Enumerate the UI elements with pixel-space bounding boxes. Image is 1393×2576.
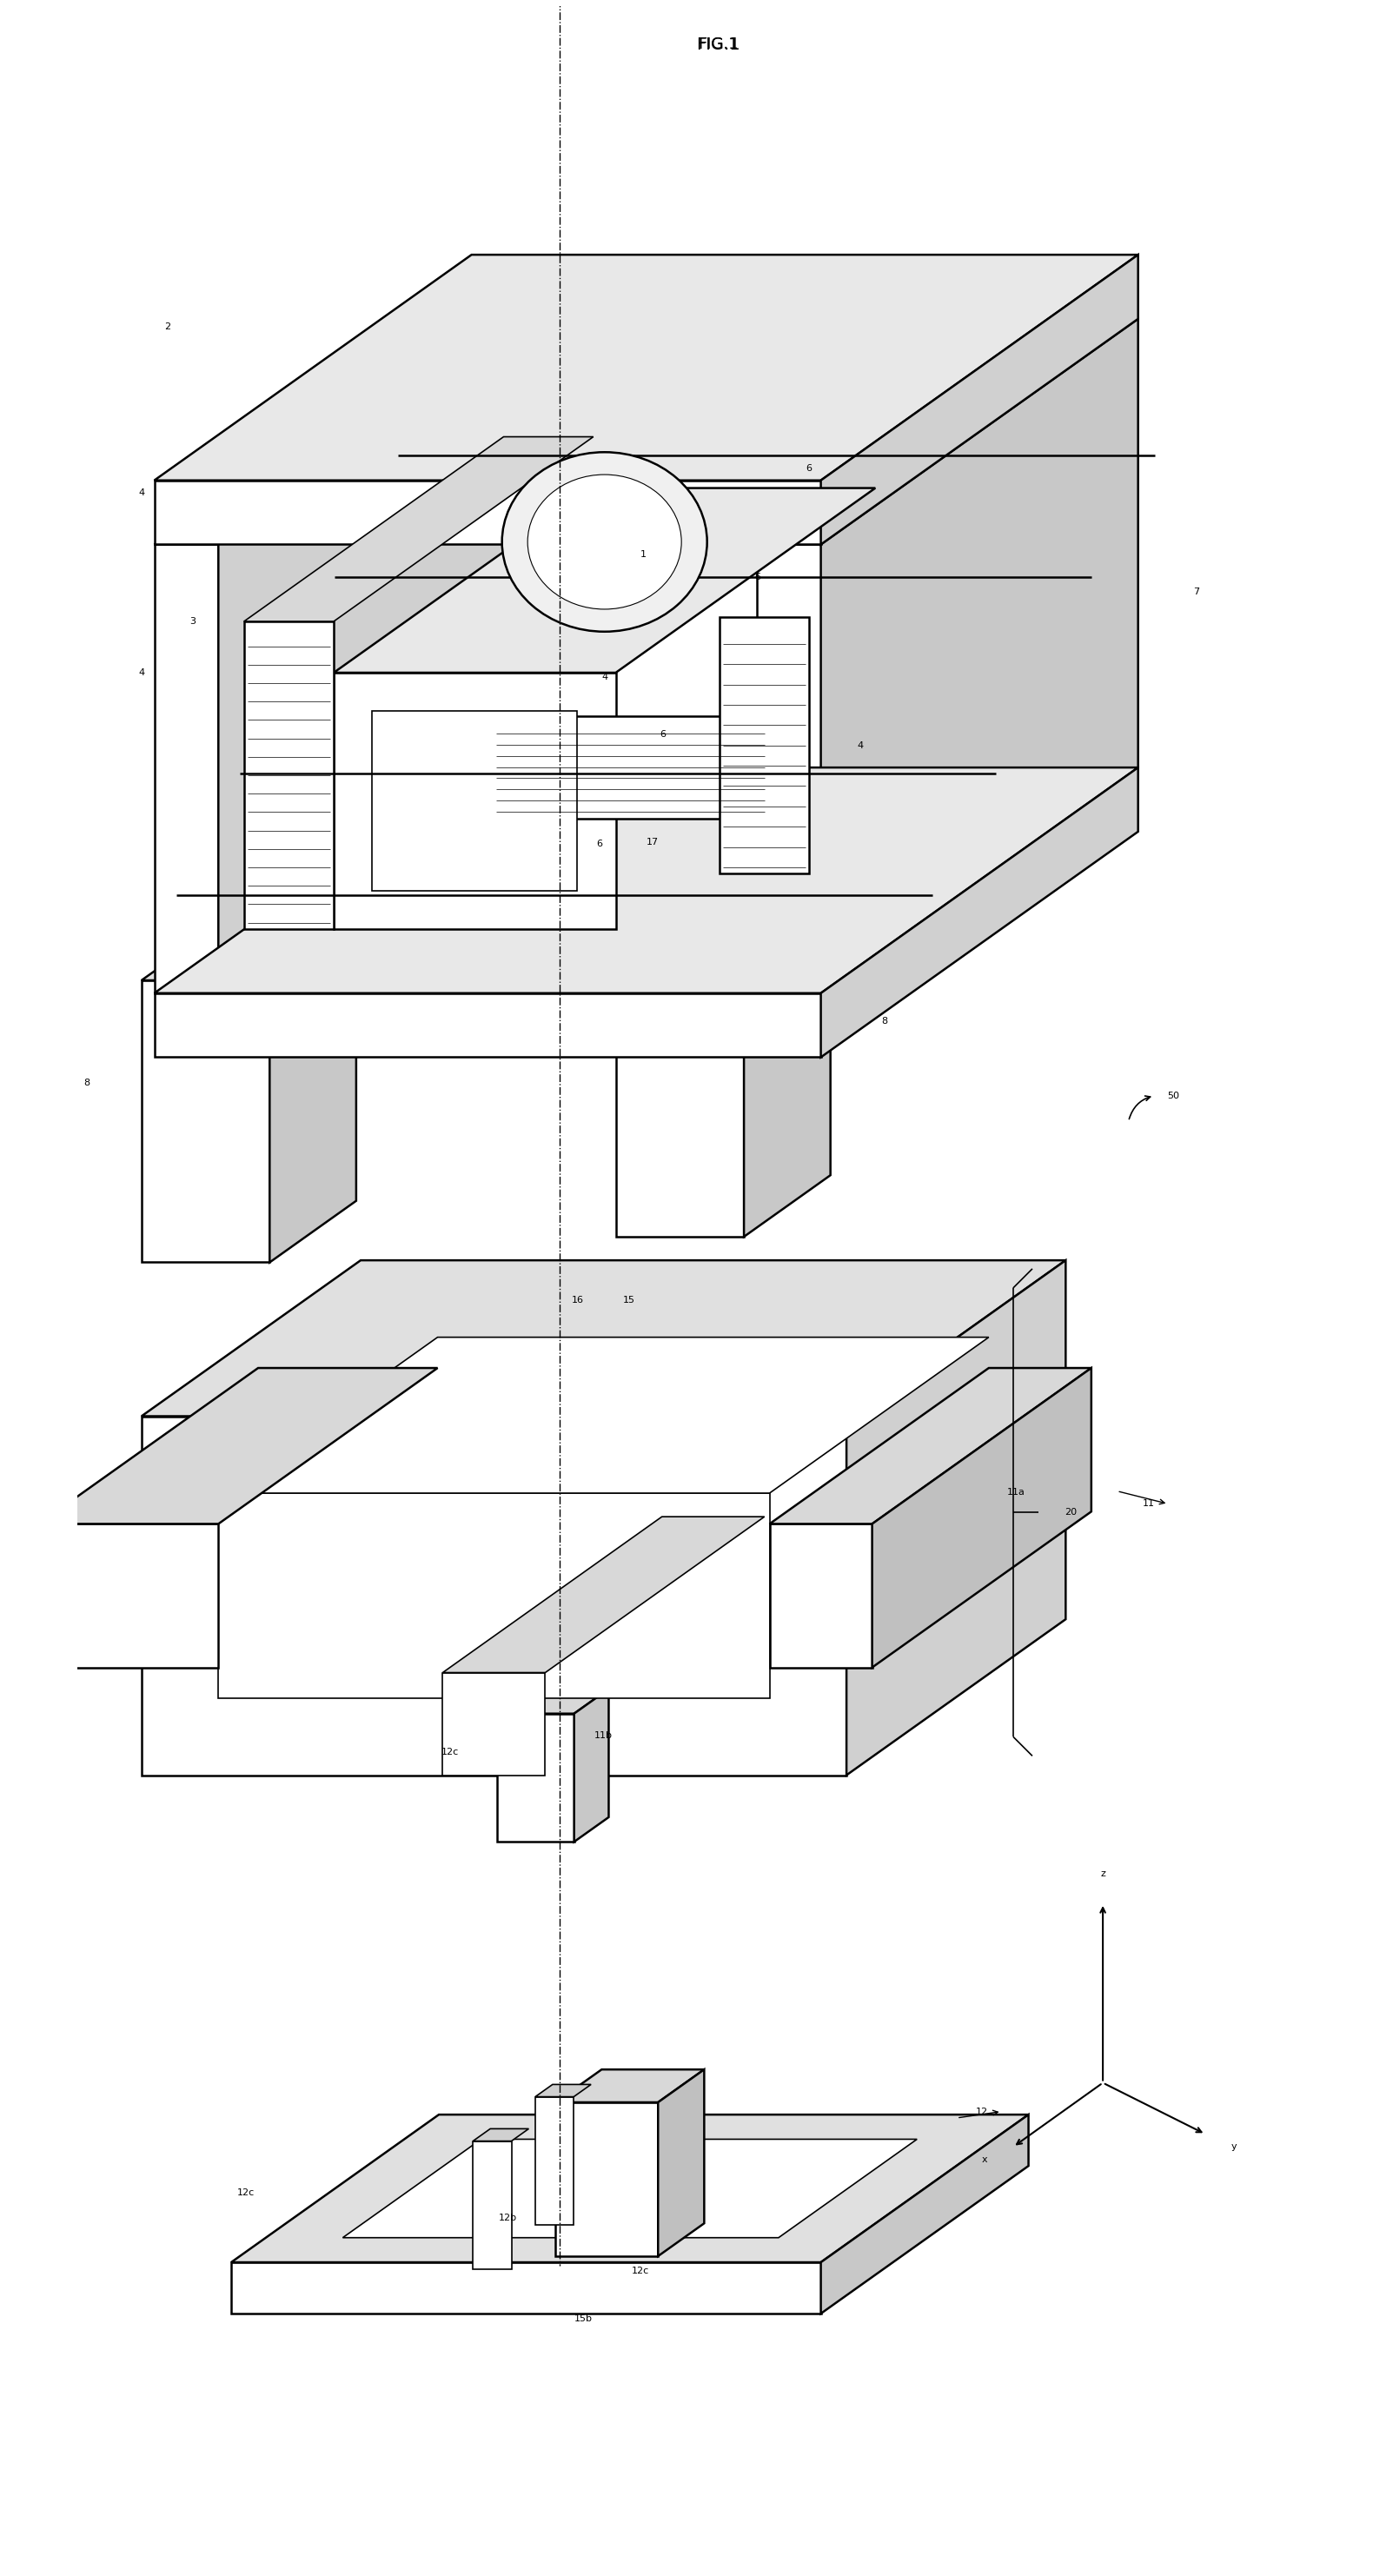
Text: 4: 4: [138, 489, 145, 497]
Polygon shape: [443, 1672, 545, 1775]
Polygon shape: [556, 2069, 705, 2102]
Text: 12: 12: [976, 2107, 988, 2115]
Polygon shape: [474, 2141, 511, 2269]
Text: 17: 17: [646, 837, 659, 848]
Polygon shape: [769, 1368, 1091, 1525]
Text: FIG.1: FIG.1: [696, 36, 740, 52]
Polygon shape: [820, 255, 1138, 544]
Polygon shape: [244, 621, 334, 930]
Polygon shape: [820, 2115, 1028, 2313]
Text: y: y: [1231, 2143, 1237, 2151]
Text: 11a: 11a: [1007, 1489, 1025, 1497]
Text: FIG.1: FIG.1: [698, 36, 738, 52]
Text: 6: 6: [660, 732, 666, 739]
Polygon shape: [574, 1690, 609, 1842]
Polygon shape: [155, 994, 820, 1056]
Polygon shape: [535, 2097, 574, 2226]
Polygon shape: [142, 981, 270, 1262]
Polygon shape: [142, 920, 357, 981]
Polygon shape: [142, 1260, 1066, 1417]
Text: 12c: 12c: [237, 2187, 255, 2197]
Text: 12c: 12c: [631, 2267, 649, 2275]
Polygon shape: [756, 544, 820, 994]
Text: 6: 6: [755, 572, 761, 582]
Polygon shape: [657, 2069, 705, 2257]
Text: 11: 11: [1142, 1499, 1155, 1507]
Text: 8: 8: [84, 1079, 91, 1087]
Polygon shape: [270, 920, 357, 1262]
Polygon shape: [39, 1525, 219, 1667]
Polygon shape: [155, 544, 219, 994]
Polygon shape: [343, 2138, 917, 2239]
Polygon shape: [231, 2262, 820, 2313]
Text: 4: 4: [138, 667, 145, 677]
Polygon shape: [847, 1260, 1066, 1775]
Polygon shape: [231, 2115, 1028, 2262]
Polygon shape: [142, 1417, 847, 1775]
Text: 12c: 12c: [442, 1747, 458, 1757]
Polygon shape: [556, 2102, 657, 2257]
Ellipse shape: [528, 474, 681, 608]
Text: 1: 1: [639, 551, 646, 559]
Polygon shape: [756, 319, 1138, 544]
Text: 20: 20: [1064, 1507, 1077, 1517]
Polygon shape: [334, 487, 875, 672]
Polygon shape: [769, 1525, 872, 1667]
Text: 4: 4: [857, 742, 864, 750]
Polygon shape: [219, 1337, 989, 1494]
Polygon shape: [616, 920, 830, 981]
Polygon shape: [744, 920, 830, 1236]
Polygon shape: [39, 1368, 437, 1525]
Polygon shape: [372, 711, 577, 891]
Text: 3: 3: [189, 618, 196, 626]
Polygon shape: [155, 479, 820, 544]
Polygon shape: [489, 716, 772, 819]
Polygon shape: [616, 981, 744, 1236]
Text: 4: 4: [602, 672, 607, 683]
Text: 8: 8: [882, 1018, 887, 1025]
Polygon shape: [719, 618, 809, 873]
Text: 12b: 12b: [499, 2213, 517, 2223]
Polygon shape: [820, 319, 1138, 994]
Text: 15: 15: [623, 1296, 635, 1303]
Text: 6: 6: [596, 840, 602, 848]
Text: 7: 7: [1194, 587, 1199, 595]
Polygon shape: [155, 255, 1138, 479]
Text: 50: 50: [1167, 1092, 1178, 1100]
Text: 11b: 11b: [595, 1731, 613, 1739]
Polygon shape: [219, 1494, 769, 1698]
Polygon shape: [219, 319, 536, 994]
Polygon shape: [443, 1517, 765, 1672]
Polygon shape: [244, 438, 593, 621]
Polygon shape: [155, 319, 536, 544]
Text: 15b: 15b: [574, 2313, 592, 2324]
Text: x: x: [982, 2156, 988, 2164]
Text: 16: 16: [573, 1296, 584, 1303]
Polygon shape: [155, 768, 1138, 994]
Polygon shape: [497, 1713, 574, 1842]
Polygon shape: [334, 672, 616, 930]
Polygon shape: [756, 319, 1138, 544]
Polygon shape: [497, 1690, 609, 1713]
Text: 6: 6: [805, 464, 812, 471]
Polygon shape: [872, 1368, 1091, 1667]
Polygon shape: [474, 2128, 529, 2141]
Text: 2: 2: [164, 322, 170, 330]
Text: z: z: [1100, 1870, 1106, 1878]
Polygon shape: [820, 768, 1138, 1056]
Polygon shape: [535, 2084, 591, 2097]
Ellipse shape: [501, 453, 708, 631]
